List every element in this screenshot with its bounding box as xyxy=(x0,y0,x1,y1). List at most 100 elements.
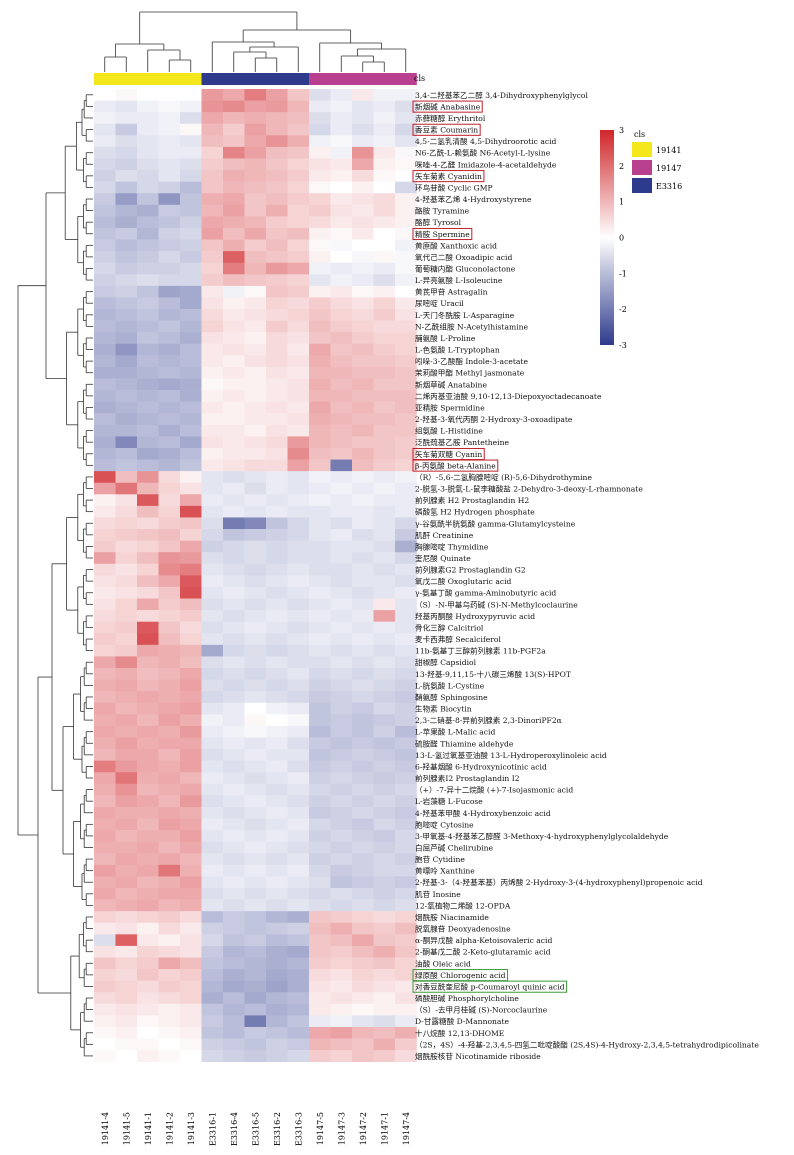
heatmap-cell xyxy=(115,158,138,171)
heatmap-cell xyxy=(287,899,310,912)
heatmap-cell xyxy=(287,505,310,518)
heatmap-cell xyxy=(180,783,202,796)
heatmap-cell xyxy=(330,679,353,692)
heatmap-cell xyxy=(244,725,267,738)
heatmap-cell xyxy=(137,227,159,240)
heatmap-cell xyxy=(158,806,181,819)
heatmap-cell xyxy=(352,598,374,611)
heatmap-cell xyxy=(373,100,396,113)
heatmap-cell xyxy=(266,146,288,159)
heatmap-cell xyxy=(287,725,310,738)
column-label: E3316-1 xyxy=(208,1112,217,1146)
heatmap-cell xyxy=(94,818,116,831)
row-label: 酪胺 Tyramine xyxy=(415,206,470,216)
heatmap-cell xyxy=(94,100,116,113)
heatmap-cell xyxy=(94,424,116,437)
heatmap-cell xyxy=(223,170,245,182)
heatmap-cell xyxy=(180,633,202,646)
heatmap-cell xyxy=(309,749,331,761)
heatmap-cell xyxy=(94,227,116,240)
heatmap-cell xyxy=(266,1026,288,1039)
heatmap-cell xyxy=(137,668,159,680)
colorbar-tick-label: 3 xyxy=(619,126,624,135)
heatmap-cell xyxy=(309,100,331,113)
heatmap-cell xyxy=(330,945,353,958)
heatmap-cell xyxy=(395,459,417,472)
heatmap-cell xyxy=(201,309,224,321)
heatmap-cell xyxy=(158,795,181,808)
heatmap-cell xyxy=(137,424,159,437)
heatmap-cell xyxy=(395,656,417,669)
heatmap-cell xyxy=(352,447,374,460)
heatmap-cell xyxy=(330,934,353,947)
heatmap-cell xyxy=(180,424,202,437)
heatmap-cell xyxy=(287,760,310,773)
heatmap-cell xyxy=(244,818,267,831)
heatmap-cell xyxy=(115,100,138,113)
heatmap-cell xyxy=(180,355,202,368)
heatmap-cell xyxy=(137,355,159,368)
heatmap-cell xyxy=(244,575,267,588)
heatmap-cell xyxy=(201,922,224,935)
heatmap-cell xyxy=(158,1015,181,1028)
heatmap-cell xyxy=(266,575,288,588)
heatmap-cell xyxy=(373,146,396,159)
heatmap-cell xyxy=(244,262,267,275)
row-label: 二烯丙基亚油酸 9,10-12,13-Diepoxyoctadecanoate xyxy=(415,391,602,401)
heatmap-cell xyxy=(180,598,202,611)
heatmap-cell xyxy=(352,992,374,1005)
heatmap-cell xyxy=(244,239,267,252)
heatmap-cell xyxy=(180,888,202,900)
row-label: α-酮异戊酸 alpha-Ketoisovaleric acid xyxy=(415,935,552,945)
heatmap-cell xyxy=(137,1015,159,1028)
heatmap-cell xyxy=(115,830,138,842)
row-label: 咪唑-4-乙醛 Imidazole-4-acetaldehyde xyxy=(415,159,557,169)
heatmap-cell xyxy=(201,934,224,947)
heatmap-cell xyxy=(158,656,181,669)
heatmap-cell xyxy=(395,251,417,263)
heatmap-cell xyxy=(330,459,353,472)
heatmap-cell xyxy=(266,505,288,518)
heatmap-cell xyxy=(223,1038,245,1051)
heatmap-cell xyxy=(180,749,202,761)
heatmap-cell xyxy=(137,251,159,263)
heatmap-cell xyxy=(180,818,202,831)
heatmap-cell xyxy=(352,413,374,426)
column-label: 19147-3 xyxy=(337,1112,346,1145)
legend-swatch xyxy=(632,178,652,193)
heatmap-cell xyxy=(309,366,331,379)
heatmap-cell xyxy=(352,633,374,646)
heatmap-cell xyxy=(330,471,353,484)
column-label: 19141-4 xyxy=(101,1112,110,1145)
heatmap-cell xyxy=(158,818,181,831)
heatmap-cell xyxy=(94,644,116,657)
heatmap-cell xyxy=(287,262,310,275)
heatmap-cell xyxy=(94,679,116,692)
heatmap-cell xyxy=(266,100,288,113)
heatmap-cell xyxy=(395,795,417,808)
heatmap-cell xyxy=(395,725,417,738)
heatmap-cell xyxy=(94,911,116,924)
heatmap-cell xyxy=(94,841,116,854)
heatmap-cell xyxy=(137,783,159,796)
heatmap-cell xyxy=(395,691,417,704)
heatmap-cell xyxy=(244,945,267,958)
heatmap-cell xyxy=(115,1050,138,1063)
row-label: 生物素 Biocytin xyxy=(415,704,472,714)
heatmap-cell xyxy=(223,1026,245,1039)
heatmap-cell xyxy=(309,517,331,530)
heatmap-cell xyxy=(115,1038,138,1051)
heatmap-cell xyxy=(373,471,396,484)
heatmap-cell xyxy=(201,633,224,646)
heatmap-cell xyxy=(330,529,353,541)
heatmap-cell xyxy=(287,89,310,101)
heatmap-cell xyxy=(94,934,116,947)
heatmap-cell xyxy=(115,621,138,634)
heatmap-cell xyxy=(352,783,374,796)
heatmap-cell xyxy=(201,795,224,808)
heatmap-cell xyxy=(94,633,116,646)
heatmap-cell xyxy=(309,146,331,159)
heatmap-cell xyxy=(244,760,267,773)
heatmap-cell xyxy=(137,644,159,657)
heatmap-cell xyxy=(115,170,138,182)
